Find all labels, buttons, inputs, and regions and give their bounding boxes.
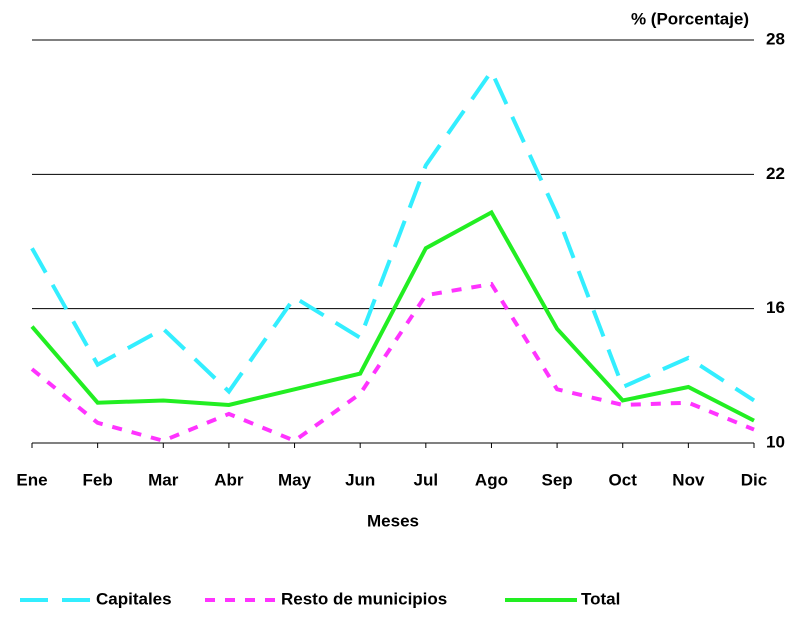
legend-label: Resto de municipios (281, 589, 447, 608)
series-line (30, 281, 755, 444)
x-tick-label: Abr (214, 470, 244, 489)
x-tick-label: Jul (414, 470, 439, 489)
y-tick-label: 16 (766, 298, 785, 317)
legend-label: Capitales (96, 589, 172, 608)
x-tick-label: Jun (345, 470, 375, 489)
y-tick-label: 22 (766, 164, 785, 183)
y-tick-label: 28 (766, 29, 785, 48)
x-tick-label: Nov (672, 470, 705, 489)
x-tick-label: Mar (148, 470, 179, 489)
x-tick-label: Feb (83, 470, 113, 489)
y-axis-label: % (Porcentaje) (631, 9, 749, 28)
legend-label: Total (581, 589, 620, 608)
x-tick-label: May (278, 470, 312, 489)
x-tick-label: Ene (16, 470, 47, 489)
x-tick-label: Dic (741, 470, 767, 489)
series-line (30, 209, 755, 423)
x-tick-label: Ago (475, 470, 508, 489)
x-axis-label: Meses (367, 511, 419, 530)
x-tick-label: Oct (609, 470, 638, 489)
x-tick-label: Sep (541, 470, 572, 489)
series-line (30, 67, 756, 403)
y-tick-label: 10 (766, 432, 785, 451)
